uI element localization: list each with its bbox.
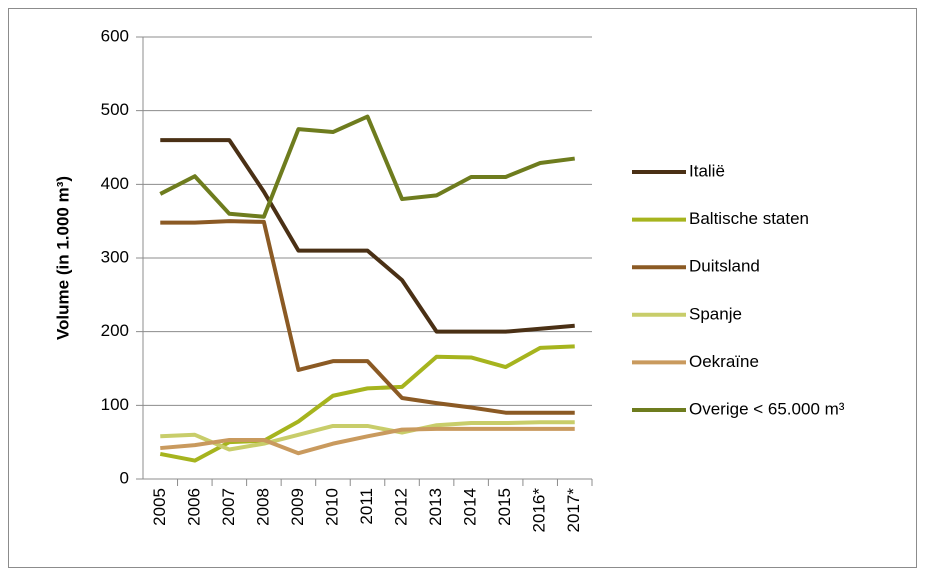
x-tick-label: 2005 bbox=[150, 488, 169, 526]
y-tick-label: 200 bbox=[101, 321, 129, 340]
y-tick-label: 400 bbox=[101, 174, 129, 193]
legend-label: Duitsland bbox=[689, 257, 760, 276]
x-tick-label: 2006 bbox=[184, 488, 203, 526]
x-tick-label: 2015 bbox=[495, 488, 514, 526]
legend-label: Oekraïne bbox=[689, 352, 759, 371]
chart-border bbox=[8, 8, 917, 568]
legend-label: Overige < 65.000 m³ bbox=[689, 399, 845, 418]
y-tick-label: 300 bbox=[101, 247, 129, 266]
x-tick-label: 2014 bbox=[461, 488, 480, 526]
legend-label: Baltische staten bbox=[689, 209, 809, 228]
legend-label: Spanje bbox=[689, 304, 742, 323]
series-line bbox=[160, 420, 575, 452]
x-tick-label: 2011 bbox=[357, 488, 376, 525]
y-tick-label: 0 bbox=[120, 468, 129, 487]
series-line bbox=[160, 138, 575, 334]
series-line bbox=[159, 344, 575, 463]
series-line bbox=[159, 114, 575, 219]
x-tick-label: 2009 bbox=[288, 488, 307, 526]
x-tick-label: 2010 bbox=[322, 488, 341, 526]
x-tick-label: 2007 bbox=[219, 488, 238, 526]
y-tick-label: 500 bbox=[101, 100, 129, 119]
y-axis-title: Volume (in 1.000 m³) bbox=[53, 176, 72, 340]
legend-label: Italië bbox=[689, 161, 725, 180]
series-line bbox=[160, 426, 575, 456]
x-tick-label: 2012 bbox=[392, 488, 411, 526]
series-line bbox=[160, 219, 575, 415]
y-tick-label: 600 bbox=[101, 26, 129, 45]
x-tick-label: 2017* bbox=[564, 488, 583, 533]
x-tick-label: 2008 bbox=[253, 488, 272, 526]
x-tick-label: 2016* bbox=[530, 488, 549, 533]
y-tick-label: 100 bbox=[101, 395, 129, 414]
x-tick-label: 2013 bbox=[426, 488, 445, 526]
